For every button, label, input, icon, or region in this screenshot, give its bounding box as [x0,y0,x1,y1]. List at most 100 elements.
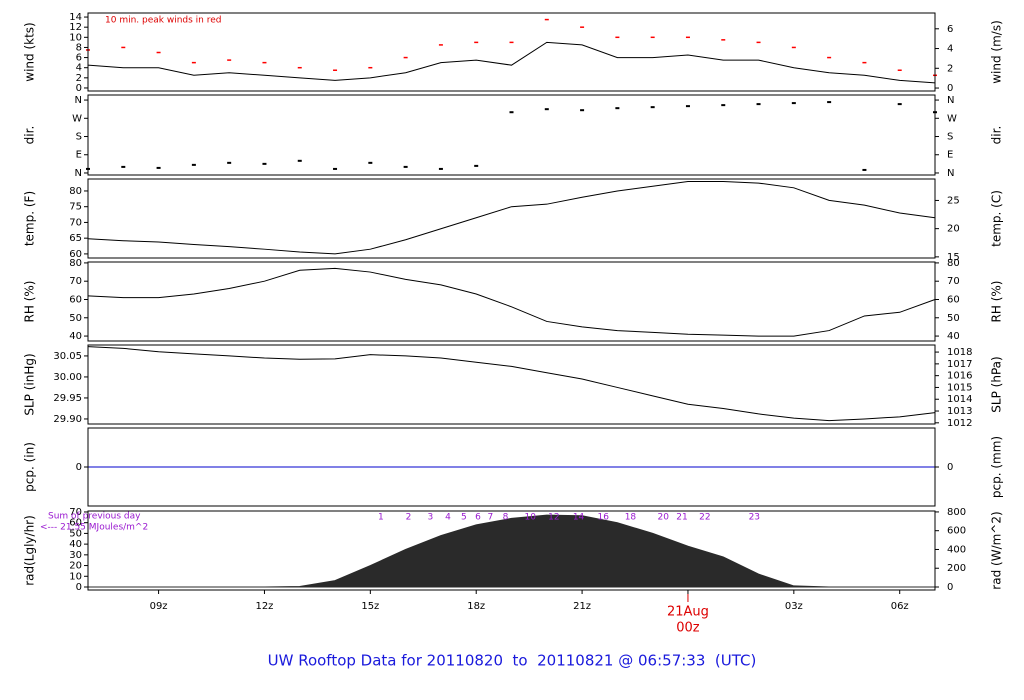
y-tick-label: 80 [69,258,82,269]
panel-frame [87,178,936,259]
y-tick-label: 70 [69,217,82,228]
hour-marker: 4 [445,513,451,523]
y-tick-label: N [75,168,82,179]
panel-frame [87,94,936,176]
series-line [87,41,936,84]
y2-tick-label: 1017 [947,359,972,370]
x-tick-label: 03z [785,601,803,612]
dir-point [297,159,302,162]
y2-tick-label: 1018 [947,347,972,358]
y-axis-label: wind (kts) [23,22,37,81]
hour-marker: 22 [699,513,710,523]
hour-marker: 10 [524,513,536,523]
y-tick-label: W [72,113,82,124]
hour-marker: 2 [406,513,412,523]
y-axis-label: SLP (inHg) [23,353,37,415]
y2-tick-label: 70 [947,276,960,287]
hour-marker: 20 [658,513,670,523]
y2-tick-label: 25 [947,195,960,206]
dir-point [544,108,549,111]
x-tick-label: 09z [150,601,168,612]
y2-tick-label: 1016 [947,371,972,382]
y2-tick-label: W [947,113,957,124]
y-tick-label: 50 [69,528,82,539]
hour-marker: 7 [487,513,493,523]
y2-tick-label: 200 [947,563,966,574]
y2-axis-label: rad (W/m^2) [990,511,1004,589]
y2-tick-label: 0 [947,462,953,473]
y-tick-label: 60 [69,294,82,305]
y2-tick-label: 1014 [947,394,972,405]
x-tick-label: 15z [361,601,379,612]
y-tick-label: E [76,150,82,161]
dir-point [685,105,690,108]
y2-tick-label: 15 [947,252,960,263]
y2-tick-label: 4 [947,44,953,55]
panel-frame [87,12,936,92]
annotation: Sum of previous day [48,512,141,522]
hour-marker: 8 [503,513,509,523]
y-tick-label: 12 [69,22,82,33]
y2-tick-label: 1012 [947,418,972,429]
y-tick-label: 60 [69,518,82,529]
y-tick-label: 30 [69,550,82,561]
y-tick-label: S [76,132,82,143]
y-tick-label: 0 [76,83,82,94]
dir-point [756,103,761,106]
y2-tick-label: N [947,95,954,106]
series-line [87,267,936,337]
y-tick-label: 75 [69,202,82,213]
radiation-area [88,514,935,588]
y2-tick-label: 20 [947,224,960,235]
x-tick-label: 18z [467,601,485,612]
dir-point [262,162,267,165]
hour-marker: 18 [625,513,637,523]
x-tick-label: 12z [255,601,273,612]
y-tick-label: N [75,95,82,106]
x-tick-label: 00z [676,621,700,636]
dir-point [121,165,126,168]
y2-tick-label: 6 [947,24,953,35]
y-tick-label: 20 [69,561,82,572]
y-tick-label: 50 [69,313,82,324]
hour-marker: 21 [676,513,687,523]
y2-tick-label: 50 [947,313,960,324]
dir-point [333,167,338,170]
hour-marker: 16 [598,513,610,523]
y2-tick-label: 60 [947,294,960,305]
series-line [87,346,936,422]
y2-axis-label: dir. [990,126,1004,145]
y-axis-label: rad(Lgly/hr) [23,515,37,586]
y-tick-label: 65 [69,233,82,244]
y-tick-label: 6 [76,53,82,64]
y-tick-label: 60 [69,249,82,260]
x-tick-label: 21z [573,601,591,612]
hour-marker: 12 [548,513,559,523]
y2-tick-label: 0 [947,582,953,593]
y2-tick-label: 400 [947,544,966,555]
y2-tick-label: 1015 [947,382,972,393]
y-tick-label: 40 [69,539,82,550]
y-tick-label: 8 [76,42,82,53]
y-tick-label: 4 [76,63,82,74]
dir-point [580,109,585,112]
y-tick-label: 0 [76,462,82,473]
panel-frame [87,344,936,425]
y2-tick-label: 40 [947,331,960,342]
y-tick-label: 29.90 [53,414,82,425]
y-tick-label: 29.95 [53,393,82,404]
y-axis-label: RH (%) [23,281,37,323]
date-label: 21Aug [667,605,709,620]
y2-tick-label: S [947,132,953,143]
y2-tick-label: E [947,150,953,161]
y2-tick-label: 2 [947,63,953,74]
y2-axis-label: wind (m/s) [990,20,1004,84]
dir-point [368,161,373,164]
y-tick-label: 0 [76,582,82,593]
hour-marker: 23 [749,513,760,523]
dir-point [791,102,796,105]
y-tick-label: 2 [76,73,82,84]
y2-tick-label: 80 [947,258,960,269]
